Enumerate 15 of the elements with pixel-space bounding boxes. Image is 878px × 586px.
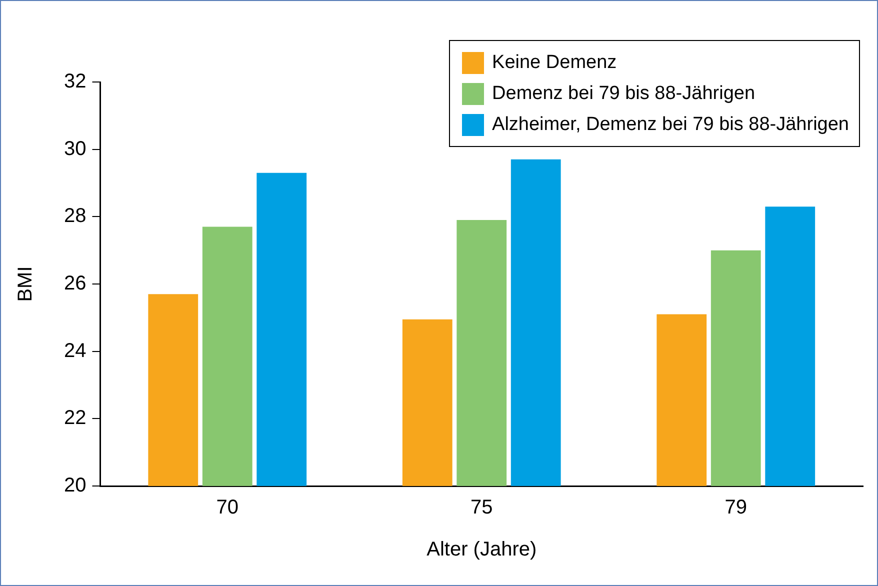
x-tick-label: 79 — [724, 496, 747, 519]
y-tick-label: 20 — [64, 474, 86, 497]
legend-label: Keine Demenz — [492, 52, 617, 74]
legend-label: Alzheimer, Demenz bei 79 bis 88-Jährigen — [492, 114, 849, 136]
y-tick-label: 28 — [64, 205, 86, 228]
x-axis-title: Alter (Jahre) — [426, 538, 537, 561]
x-tick-label: 70 — [216, 496, 238, 519]
y-tick-label: 24 — [64, 340, 86, 362]
x-tick-label: 75 — [470, 496, 493, 519]
y-axis-title: BMI — [14, 266, 37, 302]
y-tick-label: 30 — [64, 138, 86, 160]
y-tick-label: 26 — [64, 272, 86, 295]
y-tick-label: 32 — [64, 70, 86, 93]
legend-label: Demenz bei 79 bis 88-Jährigen — [492, 82, 756, 104]
y-tick-label: 22 — [64, 407, 86, 430]
